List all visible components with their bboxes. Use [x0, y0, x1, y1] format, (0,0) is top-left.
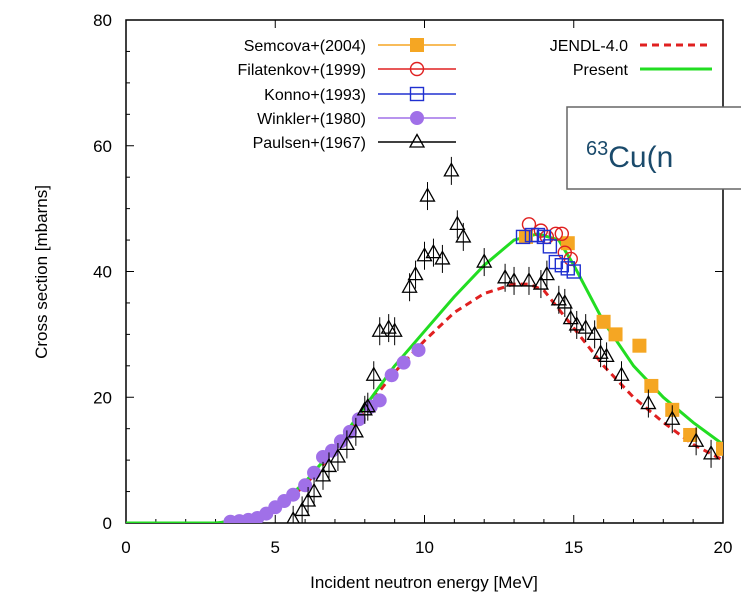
y-tick-label: 0 [103, 514, 112, 533]
data-point [299, 492, 317, 507]
data-point [347, 423, 364, 438]
legend-marker [409, 61, 425, 77]
x-tick-label: 0 [121, 538, 130, 557]
series-paulsen-1967 [286, 156, 720, 523]
data-point [294, 501, 311, 517]
data-point [286, 511, 300, 523]
data-point [434, 250, 451, 265]
series-layer [126, 156, 723, 523]
data-point [532, 275, 550, 290]
data-point [407, 265, 424, 281]
data-point [596, 314, 611, 329]
data-point [449, 215, 466, 230]
series-semcova-2004 [518, 229, 723, 456]
x-tick-label: 10 [415, 538, 434, 557]
data-point [515, 229, 531, 245]
annotation-main: Cu(n [608, 141, 673, 174]
data-point [542, 239, 558, 254]
data-point [320, 457, 338, 473]
data-point [365, 366, 382, 381]
data-point [560, 236, 575, 251]
data-point [644, 378, 659, 393]
data-point [586, 325, 603, 341]
legend-label: Semcova+(2004) [244, 38, 366, 55]
data-point [688, 432, 705, 447]
data-point [716, 441, 723, 456]
data-point [496, 268, 514, 284]
data-point [598, 347, 615, 363]
data-point [329, 448, 347, 463]
data-point [476, 253, 493, 268]
axes: 0 5 10 15 20 0 20 40 60 80 [93, 11, 732, 557]
data-point [396, 355, 411, 370]
data-point [577, 319, 594, 334]
legend-marker [410, 111, 424, 125]
data-point [384, 368, 399, 383]
data-point [632, 338, 647, 353]
x-tick-label: 5 [271, 538, 280, 557]
x-tick-label: 20 [714, 538, 733, 557]
data-point [314, 467, 332, 482]
data-point [702, 445, 720, 460]
annotation-box: 63Cu(n [566, 106, 741, 190]
data-point [305, 482, 323, 498]
legend-label: JENDL-4.0 [550, 38, 628, 55]
plot-frame [125, 19, 724, 524]
data-point [613, 366, 630, 381]
data-point [566, 264, 581, 279]
legend-label: Present [573, 62, 629, 79]
data-point [338, 435, 355, 451]
data-point [419, 187, 436, 202]
y-axis-label: Cross section [mbarns] [32, 185, 51, 359]
legend-label: Paulsen+(1967) [253, 135, 366, 152]
data-point [562, 309, 579, 325]
data-point [356, 400, 373, 416]
data-point [286, 487, 301, 502]
data-point [425, 243, 442, 259]
data-point [443, 162, 460, 177]
legend-marker [408, 133, 426, 148]
data-point [401, 278, 418, 293]
y-tick-label: 40 [93, 263, 112, 282]
annotation-box-frame [566, 106, 741, 190]
series-line-present [126, 232, 723, 523]
legend-marker [410, 38, 424, 52]
annotation-text: 63Cu(n [586, 138, 673, 174]
legend-marker [409, 86, 425, 102]
data-point [664, 410, 681, 425]
data-point [556, 294, 573, 309]
legend-label: Konno+(1993) [264, 87, 366, 104]
data-point [386, 322, 403, 337]
y-tick-label: 20 [93, 388, 112, 407]
data-point [640, 394, 657, 410]
x-tick-label: 15 [564, 538, 583, 557]
legend: Semcova+(2004) Filatenkov+(1999) Konno+(19… [237, 38, 712, 152]
data-point [505, 272, 523, 287]
series-konno-1993 [515, 227, 581, 279]
series-winkler-1980 [223, 343, 426, 523]
data-point [554, 226, 570, 241]
data-point [520, 272, 538, 287]
data-point [538, 265, 555, 281]
legend-label: Filatenkov+(1999) [237, 62, 366, 79]
legend-label: Winkler+(1980) [257, 111, 366, 128]
data-point [359, 397, 376, 413]
data-point [608, 327, 623, 342]
y-tick-label: 80 [93, 11, 112, 30]
data-point [568, 316, 585, 331]
annotation-sup: 63 [586, 138, 608, 160]
x-axis-label: Incident neutron energy [MeV] [310, 573, 538, 592]
y-tick-label: 60 [93, 137, 112, 156]
series-line-jendl-4-0 [126, 282, 723, 523]
data-point [411, 343, 426, 358]
data-point [455, 228, 472, 243]
data-point [372, 393, 387, 408]
data-point [298, 478, 313, 493]
